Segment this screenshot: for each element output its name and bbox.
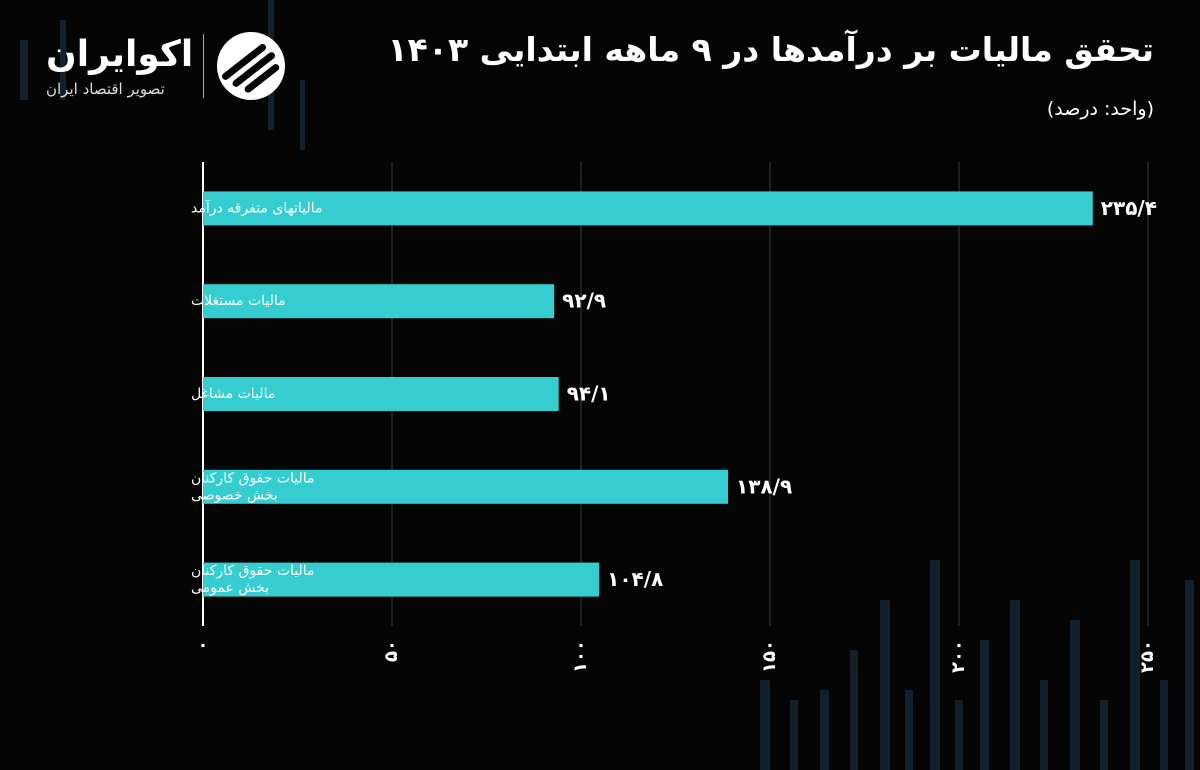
background-bar [955,700,963,770]
x-tick-label: ۰ [192,640,213,651]
category-label: مالیات مستغلات [191,293,286,309]
x-tick-label: ۵۰ [381,640,402,662]
background-bar [980,640,989,770]
bar [203,284,555,319]
background-bar [790,700,798,770]
background-bar [60,20,66,100]
background-bar [1070,620,1080,770]
background-bar [1100,700,1108,770]
category-label: مالیات مشاغل [191,386,275,402]
ecoiran-logo-icon [217,32,285,100]
category-label: مالیات حقوق کارکنان [191,563,315,579]
x-tick-label: ۲۰۰ [948,640,969,673]
x-tick-label: ۱۰۰ [570,640,591,673]
background-bar [905,690,913,770]
data-label: ۹۲/۹ [562,289,606,313]
brand-divider [203,34,204,98]
x-tick-label: ۲۵۰ [1137,640,1158,673]
bar [203,377,559,411]
chart-title: تحقق مالیات بر درآمدها در ۹ ماهه ابتدایی… [387,30,1154,69]
background-bar [1160,680,1168,770]
background-bar [820,690,829,770]
data-label: ۱۰۴/۸ [607,567,663,591]
background-bar [1185,580,1194,770]
category-label: مالیات حقوق کارکنان [191,470,315,486]
data-label: ۲۳۵/۴ [1101,196,1157,220]
brand-tagline: تصویر اقتصاد ایران [46,80,165,98]
unit-note: (واحد: درصد) [1046,98,1154,120]
background-bar [850,650,858,770]
category-label: مالیاتهای متفرقه درآمد [191,199,322,216]
background-bar [760,680,770,770]
brand-name: اکوایران [46,34,194,75]
background-bar [20,40,28,100]
background-bar [1010,600,1020,770]
category-label: بخش عمومی [191,580,269,596]
x-tick-label: ۱۵۰ [759,640,780,673]
category-label: بخش خصوصی [191,487,278,503]
background-bar [1040,680,1048,770]
background-bar [1130,560,1140,770]
data-label: ۹۴/۱ [567,382,611,406]
background-bar [930,560,940,770]
background-bar [880,600,890,770]
data-label: ۱۳۸/۹ [736,474,792,498]
background-bar [300,80,305,150]
bar [203,469,729,504]
bar [203,562,600,597]
bar [203,191,1093,226]
